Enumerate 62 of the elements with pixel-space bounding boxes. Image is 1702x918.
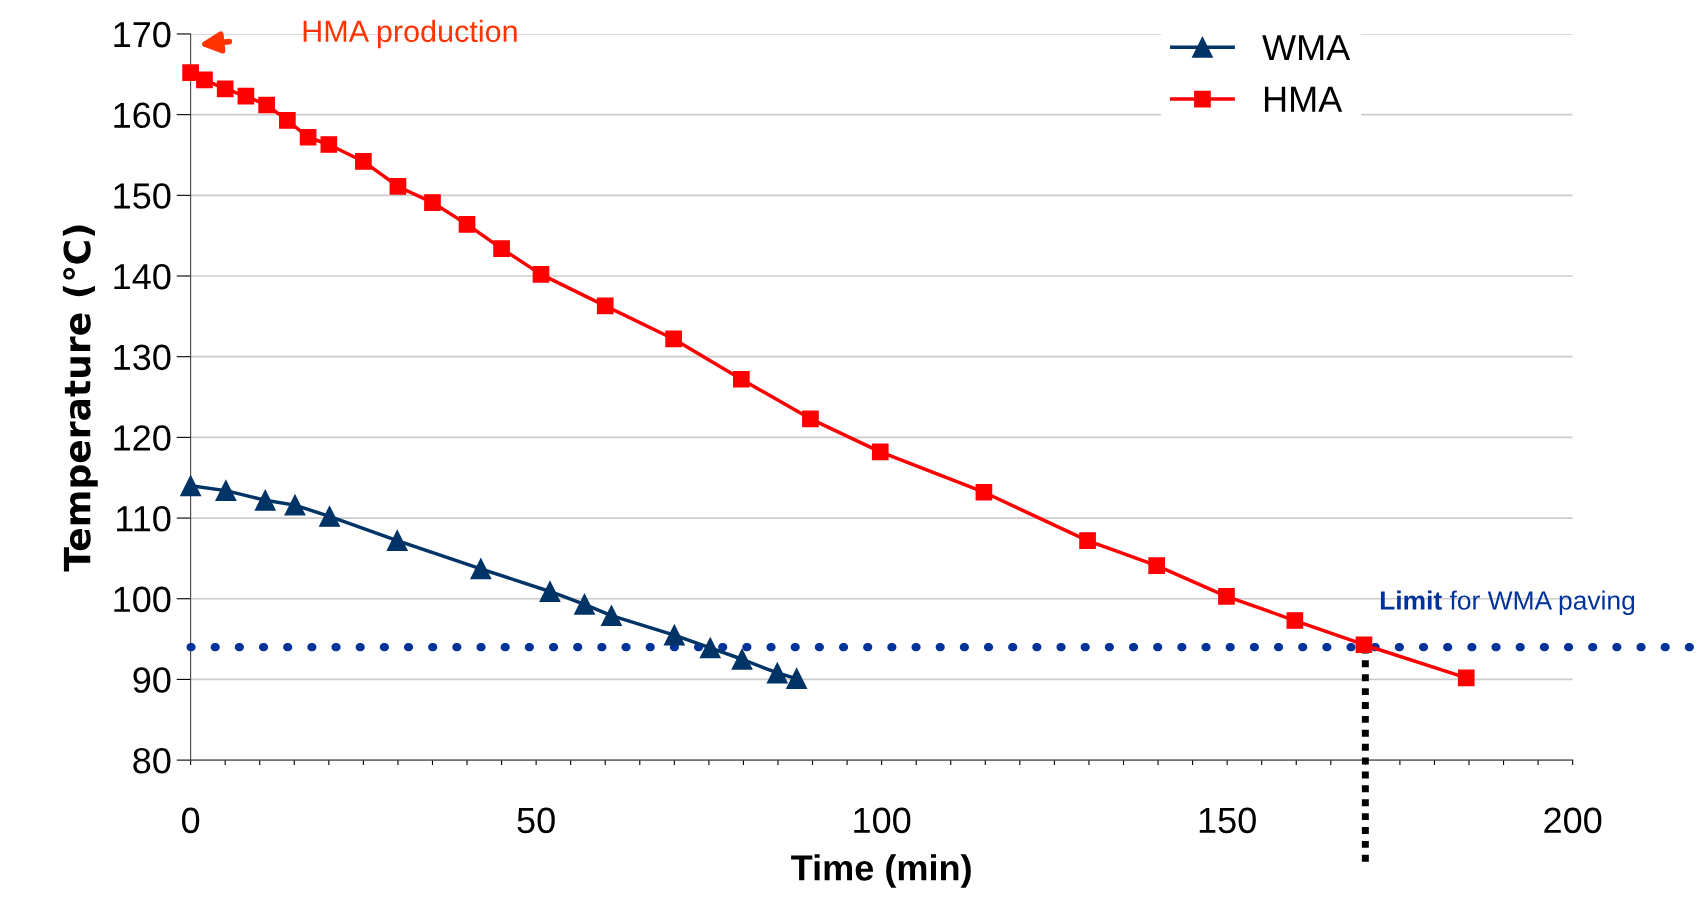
point (196, 71, 213, 89)
point (258, 96, 275, 114)
point (1079, 532, 1096, 549)
x-tick-label: 0 (181, 807, 200, 834)
point (299, 128, 317, 146)
annotation: HMA production (303, 19, 517, 49)
y-tick-label: 110 (117, 505, 171, 532)
point (532, 266, 550, 283)
y-tick-label: 170 (114, 21, 171, 48)
x-axis-title: Time (min) (791, 854, 971, 888)
point (182, 64, 199, 82)
legend-label: WMA (1262, 35, 1351, 60)
point (279, 111, 296, 129)
point (1457, 669, 1475, 687)
point (574, 593, 595, 615)
point (731, 648, 753, 670)
point (1286, 612, 1304, 629)
point (1355, 636, 1373, 654)
point (254, 489, 276, 511)
point (539, 581, 561, 602)
point (470, 558, 492, 580)
point (871, 443, 889, 461)
point (766, 662, 788, 684)
y-tick-label: 80 (133, 747, 171, 774)
x-tick-label: 100 (854, 807, 911, 834)
point (386, 530, 408, 552)
y-tick-label: 160 (114, 102, 171, 129)
point (975, 483, 993, 501)
point (284, 494, 306, 516)
point (1218, 587, 1235, 605)
point (596, 297, 614, 315)
y-tick-label: 100 (114, 586, 171, 613)
point (320, 136, 338, 153)
y-tick-label: 150 (114, 183, 171, 209)
y-axis-title: Temperature (℃) (62, 225, 98, 572)
ref-line-label: Limit for WMA paving (1380, 590, 1635, 616)
point (699, 637, 721, 659)
y-tick-label: 130 (114, 344, 171, 371)
point (1148, 557, 1165, 574)
point (216, 80, 234, 98)
y-tick-label: 140 (114, 263, 171, 290)
point (601, 605, 622, 627)
point (389, 178, 407, 195)
point (237, 87, 255, 105)
point (802, 410, 819, 428)
point (786, 668, 808, 690)
point (663, 624, 685, 646)
point (424, 194, 441, 211)
point (493, 240, 510, 257)
legend-label: HMA (1264, 86, 1343, 112)
x-tick-label: 150 (1199, 807, 1256, 834)
point (319, 506, 340, 527)
y-tick-label: 120 (114, 425, 171, 451)
point (458, 216, 476, 233)
point (665, 330, 682, 348)
point (215, 480, 237, 502)
point (355, 153, 372, 170)
x-tick-label: 50 (517, 807, 555, 834)
point (733, 370, 750, 388)
x-tick-label: 200 (1544, 807, 1602, 834)
point (180, 475, 202, 497)
y-tick-label: 90 (133, 667, 171, 693)
